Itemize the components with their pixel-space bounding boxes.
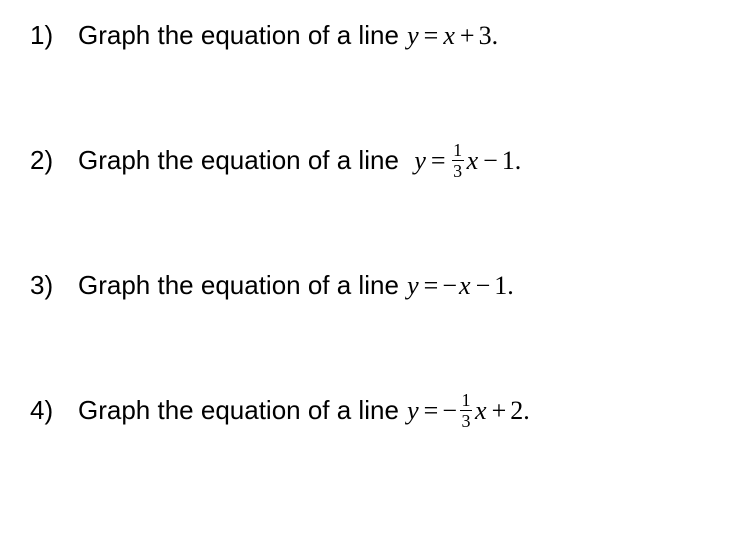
fraction-denominator: 3 [452,160,464,180]
equation-number: 1. [494,271,514,301]
problem-intro: Graph the equation of a line [78,270,406,301]
problem-intro: Graph the equation of a line [78,395,406,426]
fraction-numerator: 1 [453,141,462,160]
equation-negative-sign: − [442,271,457,301]
problem-text: Graph the equation of a line y=13x−1. [78,141,521,180]
problem-2: 2)Graph the equation of a line y=13x−1. [30,141,712,180]
equation-number: 3. [479,21,499,51]
equation-lhs-var: y [407,271,419,301]
equation-var: x [467,146,479,176]
problem-text: Graph the equation of a line y=−x−1. [78,270,514,301]
equation-equals: = [424,271,439,301]
problem-1: 1) Graph the equation of a line y=x+3. [30,20,712,51]
problem-3: 3)Graph the equation of a line y=−x−1. [30,270,712,301]
problem-text: Graph the equation of a line y=x+3. [78,20,498,51]
equation-var: x [443,21,455,51]
problem-intro: Graph the equation of a line [78,145,413,176]
equation-equals: = [424,21,439,51]
problem-number: 1) [30,20,60,51]
problem-number: 4) [30,395,60,426]
equation-equals: = [431,146,446,176]
equation-equals: = [424,396,439,426]
equation-number: 1. [502,146,522,176]
fraction-numerator: 1 [462,391,471,410]
equation-operator: + [492,396,507,426]
equation-lhs-var: y [407,396,419,426]
equation-operator: − [483,146,498,176]
problem-number: 2) [30,145,60,176]
equation-fraction: 13 [452,141,464,180]
equation-fraction: 13 [460,391,472,430]
equation-lhs-var: y [407,21,419,51]
equation-var: x [459,271,471,301]
equation-var: x [475,396,487,426]
problem-intro: Graph the equation of a line [78,20,406,51]
equation-operator: + [460,21,475,51]
equation-lhs-var: y [414,146,426,176]
equation-operator: − [476,271,491,301]
problem-4: 4) Graph the equation of a line y=−13x+2. [30,391,712,430]
fraction-denominator: 3 [460,410,472,430]
problem-number: 3) [30,270,60,301]
problem-text: Graph the equation of a line y=−13x+2. [78,391,530,430]
equation-number: 2. [510,396,530,426]
equation-negative-sign: − [442,396,457,426]
